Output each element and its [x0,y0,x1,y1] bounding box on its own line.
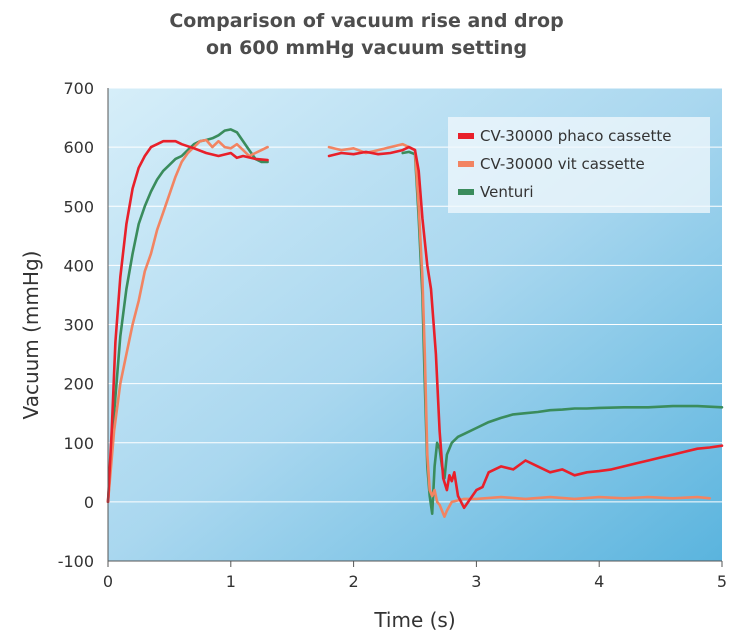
chart-title-line-2: on 600 mmHg vacuum setting [205,37,528,59]
x-tick-labels: 0 1 2 3 4 5 [103,561,727,591]
x-tick-label: 1 [226,572,236,591]
y-tick-label: 500 [63,197,94,216]
y-tick-label: 0 [84,493,94,512]
legend-swatch-phaco [458,133,474,139]
axes [107,88,722,562]
series-lines [106,128,724,519]
legend-label-phaco: CV-30000 phaco cassette [480,127,671,145]
legend-label-venturi: Venturi [480,183,534,201]
y-tick-label: 200 [63,375,94,394]
y-tick-label: -100 [58,552,94,571]
y-axis-label: Vacuum (mmHg) [19,251,43,420]
x-tick-label: 5 [717,572,727,591]
x-tick-label: 2 [349,572,359,591]
y-tick-labels: -100 0 100 200 300 400 500 600 700 [58,79,94,571]
x-tick-label: 0 [103,572,113,591]
legend-swatch-venturi [458,189,474,195]
series-line-cv-30000-phaco-cassette-segment-2 [327,145,724,510]
y-tick-label: 700 [63,79,94,98]
x-tick-label: 3 [471,572,481,591]
legend: CV-30000 phaco cassette CV-30000 vit cas… [448,117,710,213]
y-tick-label: 400 [63,256,94,275]
x-tick-label: 4 [594,572,604,591]
legend-label-vit: CV-30000 vit cassette [480,155,645,173]
x-axis-label: Time (s) [373,608,455,632]
series-line-cv-30000-vit-cassette-segment-1 [106,138,269,504]
chart-title: Comparison of vacuum rise and drop on 60… [0,8,733,62]
chart-title-line-1: Comparison of vacuum rise and drop [169,10,564,32]
y-tick-label: 300 [63,316,94,335]
y-tick-label: 100 [63,434,94,453]
series-line-cv-30000-vit-cassette-segment-2 [327,142,712,519]
series-line-venturi-segment-1 [106,128,269,504]
y-tick-label: 600 [63,138,94,157]
legend-swatch-vit [458,161,474,167]
legend-box [448,117,710,213]
series-line-cv-30000-phaco-cassette-segment-1 [106,139,269,504]
